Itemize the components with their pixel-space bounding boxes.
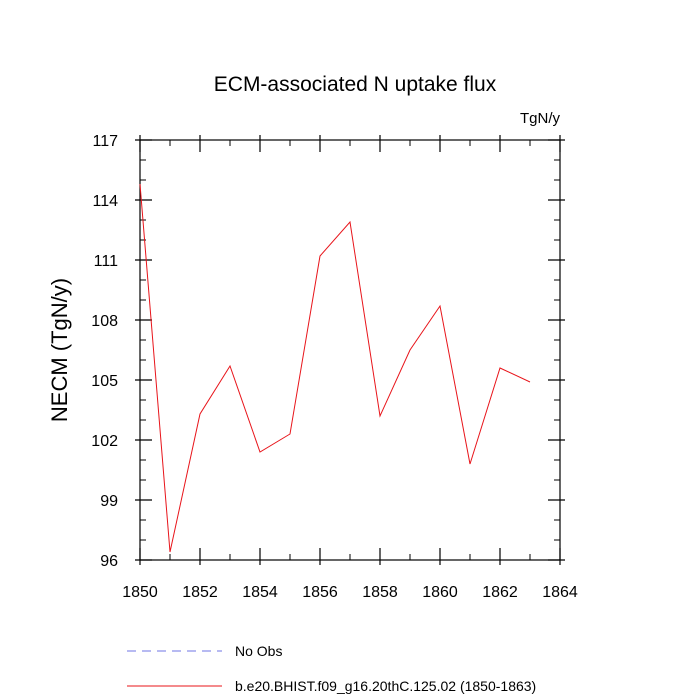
units-label: TgN/y	[520, 110, 561, 127]
x-tick-label: 1858	[362, 584, 398, 601]
data-point	[349, 221, 350, 222]
data-point	[169, 551, 170, 552]
y-tick-label: 114	[92, 193, 118, 210]
data-point	[199, 413, 200, 414]
y-tick-label: 111	[94, 253, 118, 270]
x-tick-label: 1862	[482, 584, 518, 601]
x-tick-label: 1860	[422, 584, 458, 601]
x-tick-label: 1864	[542, 584, 578, 601]
plot-frame	[139, 139, 561, 561]
data-point	[289, 433, 290, 434]
axes: 1850 1852 1854 1856 1858 1860 1862 1864 96 99 102 1…	[91, 133, 578, 601]
y-tick-label: 105	[91, 373, 118, 390]
y-tick-label: 117	[92, 133, 118, 150]
y-tick-label: 102	[91, 433, 118, 450]
x-tick-label: 1856	[302, 584, 338, 601]
data-point	[139, 183, 140, 184]
x-tick-label: 1850	[122, 584, 158, 601]
data-point	[319, 255, 320, 256]
y-axis-label: NECM (TgN/y)	[47, 278, 72, 422]
series-line	[139, 183, 531, 553]
legend-label: No Obs	[235, 643, 282, 659]
data-point	[469, 463, 470, 464]
y-tick-label: 99	[100, 493, 118, 510]
x-tick-label: 1854	[242, 584, 278, 601]
y-tick-label: 96	[100, 553, 118, 570]
data-point	[409, 349, 410, 350]
data-point	[529, 381, 530, 382]
data-point	[229, 365, 230, 366]
legend: No Obs b.e20.BHIST.f09_g16.20thC.125.02 (…	[127, 643, 536, 694]
data-series	[139, 183, 531, 553]
data-point	[499, 367, 500, 368]
legend-label: b.e20.BHIST.f09_g16.20thC.125.02 (1850-1…	[235, 678, 536, 694]
y-tick-label: 108	[91, 313, 118, 330]
data-point	[259, 451, 260, 452]
x-tick-label: 1852	[182, 584, 218, 601]
chart-title: ECM-associated N uptake flux	[214, 73, 497, 96]
data-point	[379, 415, 380, 416]
data-point	[439, 305, 440, 306]
